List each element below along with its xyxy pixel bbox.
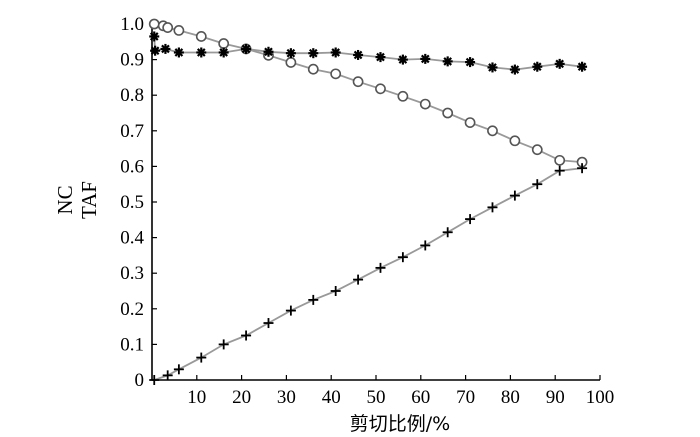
series-markers bbox=[148, 18, 588, 385]
y-tick-label: 0.7 bbox=[120, 121, 144, 142]
data-point-circle bbox=[554, 154, 566, 166]
data-point-plus bbox=[149, 375, 160, 385]
y-tick-label: 0 bbox=[135, 370, 145, 391]
data-point-asterisk bbox=[241, 43, 252, 54]
data-point-plus bbox=[241, 330, 252, 341]
data-point-circle bbox=[285, 57, 297, 68]
data-point-plus bbox=[397, 252, 408, 263]
data-point-circle bbox=[419, 98, 431, 110]
y-tick-label: 0.8 bbox=[120, 85, 144, 106]
data-point-circle bbox=[218, 38, 230, 49]
data-point-circle bbox=[487, 125, 498, 137]
data-point-plus bbox=[330, 286, 341, 296]
data-point-circle bbox=[148, 18, 160, 30]
data-point-plus bbox=[554, 165, 565, 176]
data-point-asterisk bbox=[353, 49, 364, 60]
data-point-plus bbox=[173, 364, 184, 375]
data-point-asterisk bbox=[442, 56, 453, 67]
data-point-circle bbox=[307, 63, 319, 75]
data-point-plus bbox=[162, 370, 173, 381]
data-point-plus bbox=[353, 274, 364, 285]
data-point-circle bbox=[330, 68, 342, 80]
x-tick-label: 40 bbox=[322, 387, 341, 408]
data-point-asterisk bbox=[330, 47, 341, 58]
x-tick-label: 80 bbox=[501, 387, 520, 408]
y-axis-title-nc: NC bbox=[53, 185, 77, 214]
data-point-plus bbox=[196, 352, 207, 363]
series-line-plus bbox=[153, 167, 583, 381]
chart-axes bbox=[151, 23, 601, 381]
data-point-plus bbox=[218, 339, 229, 350]
data-point-asterisk bbox=[218, 47, 229, 58]
data-point-asterisk bbox=[160, 43, 171, 54]
data-point-asterisk bbox=[150, 45, 161, 56]
data-point-plus bbox=[285, 305, 296, 316]
x-tick-label: 50 bbox=[367, 387, 386, 408]
data-point-plus bbox=[532, 179, 543, 190]
data-point-asterisk bbox=[577, 61, 588, 72]
data-point-asterisk bbox=[308, 48, 319, 59]
data-point-plus bbox=[263, 318, 274, 329]
y-tick-label: 0.5 bbox=[120, 192, 144, 213]
y-tick-label: 0.3 bbox=[120, 263, 144, 284]
data-point-circle bbox=[352, 76, 364, 88]
data-point-asterisk bbox=[397, 54, 408, 65]
x-tick-label: 10 bbox=[187, 387, 206, 408]
data-point-asterisk bbox=[375, 52, 386, 63]
data-point-plus bbox=[509, 190, 520, 201]
x-axis-title: 剪切比例/% bbox=[350, 413, 450, 435]
y-tick-label: 0.9 bbox=[120, 50, 144, 71]
y-tick-label: 1.0 bbox=[120, 14, 144, 35]
series-line-asterisk bbox=[153, 36, 583, 71]
data-point-circle bbox=[397, 90, 409, 102]
data-point-asterisk bbox=[465, 57, 476, 68]
y-tick-label: 0.2 bbox=[120, 299, 144, 320]
x-tick-label: 20 bbox=[232, 387, 251, 408]
x-tick-label: 60 bbox=[411, 387, 430, 408]
x-tick-label: 30 bbox=[277, 387, 296, 408]
data-point-asterisk bbox=[487, 62, 498, 73]
y-tick-label: 0.1 bbox=[120, 334, 144, 355]
x-tick-labels: 10 20 30 40 50 60 70 80 90 100 bbox=[187, 387, 614, 408]
data-point-asterisk bbox=[420, 53, 431, 64]
data-point-circle bbox=[162, 22, 174, 33]
data-point-plus bbox=[420, 240, 431, 251]
data-point-asterisk bbox=[173, 47, 184, 58]
y-tick-label: 0.4 bbox=[120, 228, 144, 249]
data-point-plus bbox=[308, 294, 319, 305]
data-point-circle bbox=[442, 107, 454, 119]
data-point-circle bbox=[195, 31, 207, 42]
data-point-circle bbox=[173, 25, 185, 36]
data-point-asterisk bbox=[554, 58, 565, 69]
data-point-circle bbox=[375, 83, 386, 95]
x-tick-label: 100 bbox=[586, 387, 615, 408]
y-tick-labels: 0 0.1 0.2 0.3 0.4 0.5 0.6 0.7 0.8 0.9 1.0 bbox=[120, 14, 144, 391]
data-point-plus bbox=[487, 202, 498, 213]
data-point-asterisk bbox=[285, 48, 296, 59]
data-point-asterisk bbox=[509, 64, 520, 75]
data-point-plus bbox=[465, 214, 476, 225]
data-point-circle bbox=[464, 117, 476, 129]
data-point-circle bbox=[509, 135, 521, 147]
data-point-asterisk bbox=[149, 31, 160, 42]
data-point-asterisk bbox=[263, 46, 274, 57]
data-point-circle bbox=[531, 144, 543, 156]
x-tick-label: 90 bbox=[546, 387, 565, 408]
data-point-plus bbox=[577, 163, 588, 174]
series-line-circle bbox=[154, 23, 583, 163]
series-lines bbox=[153, 23, 583, 381]
x-tick-label: 70 bbox=[456, 387, 475, 408]
y-tick-label: 0.6 bbox=[120, 156, 144, 177]
y-axis-title-taf: TAF bbox=[77, 181, 101, 219]
data-point-asterisk bbox=[532, 61, 543, 72]
data-point-asterisk bbox=[196, 47, 207, 58]
data-point-plus bbox=[375, 262, 386, 273]
data-point-plus bbox=[442, 227, 453, 238]
